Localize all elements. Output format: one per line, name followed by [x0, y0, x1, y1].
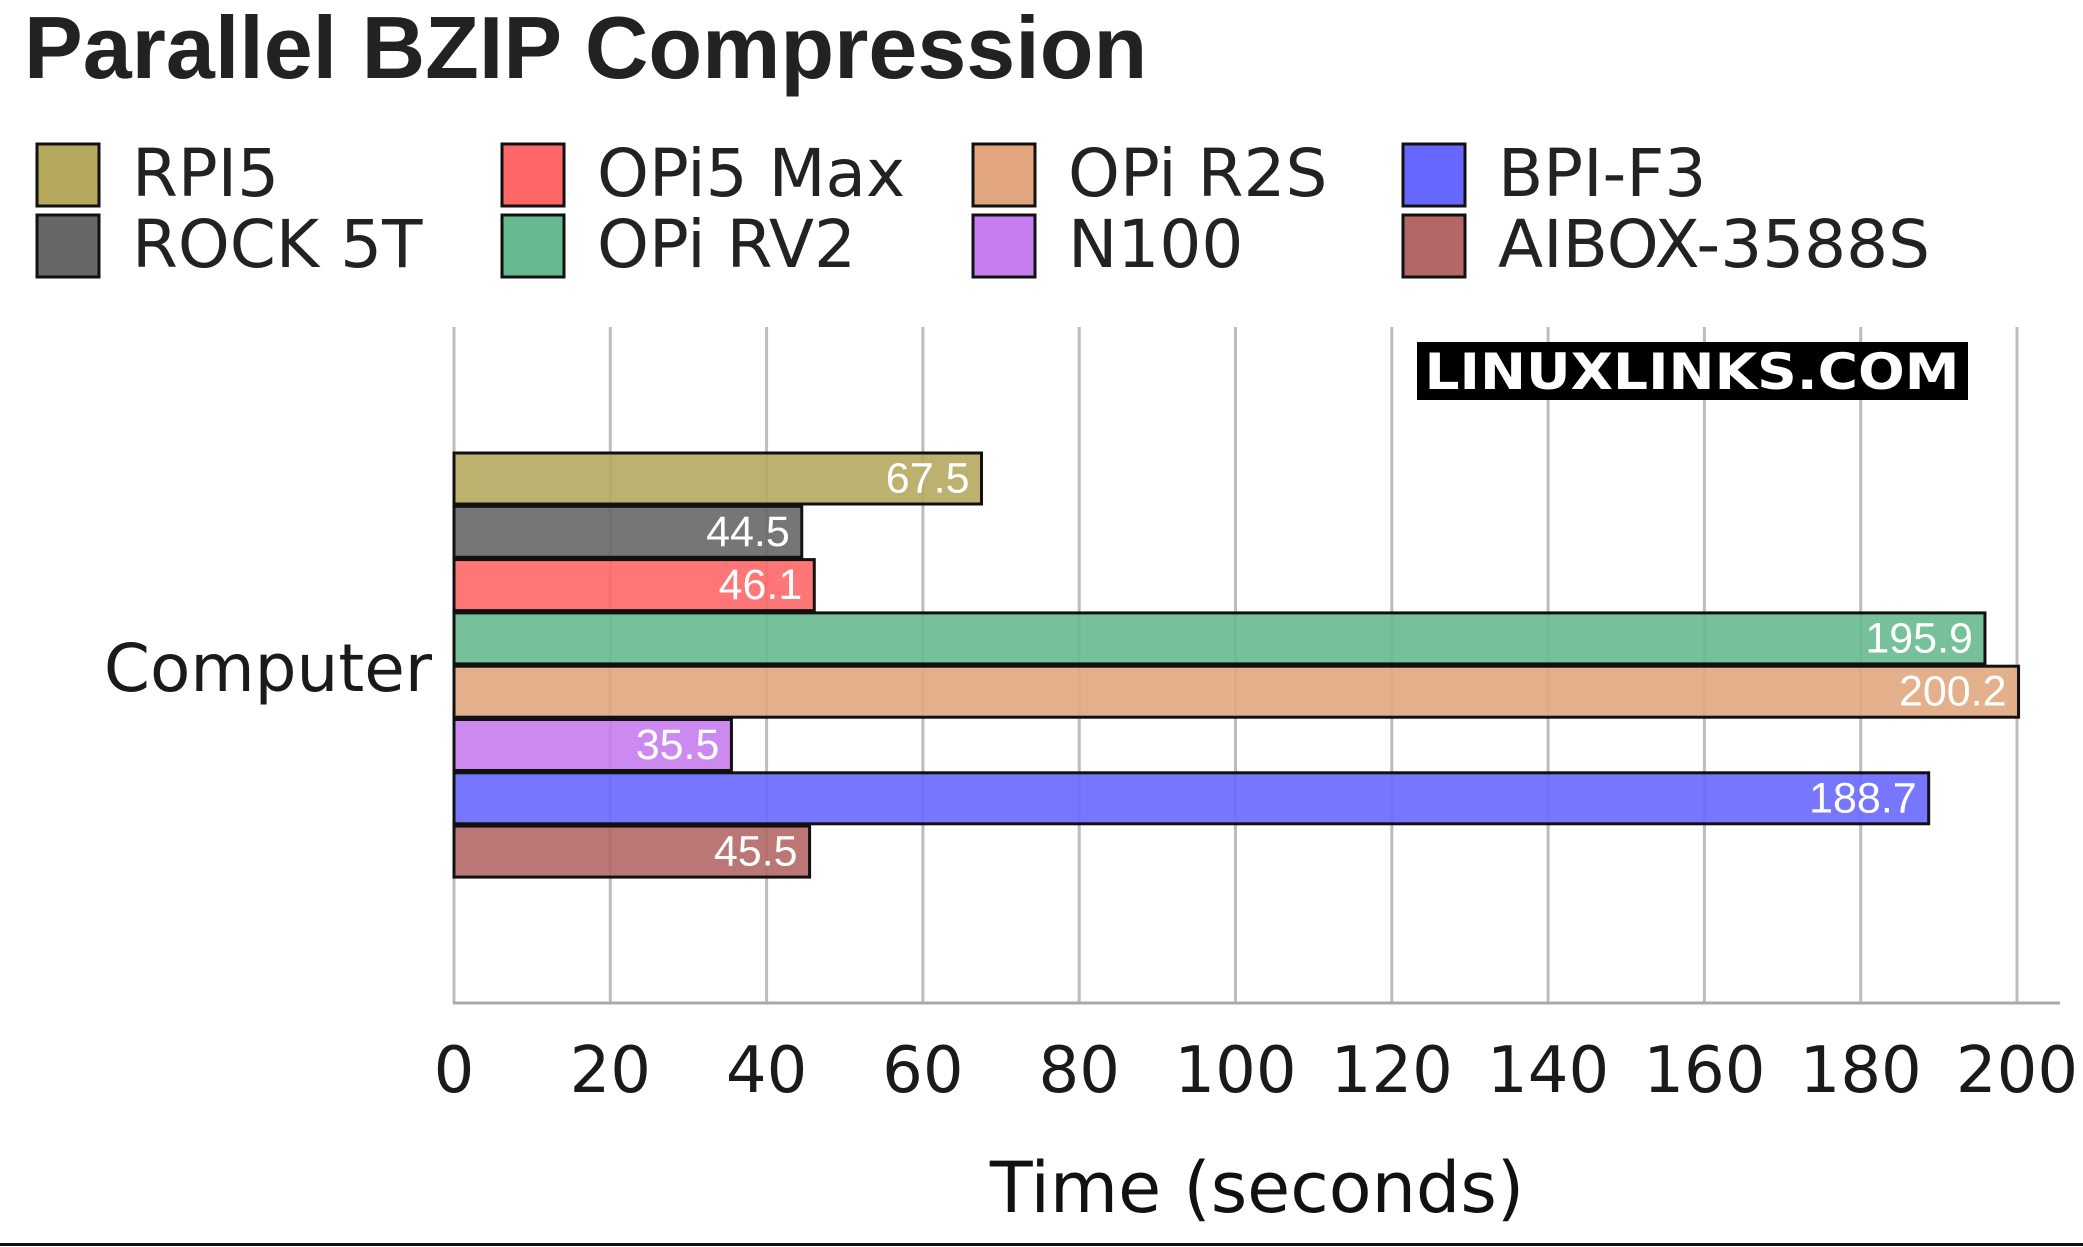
x-tick-label-60: 60 [882, 1034, 963, 1108]
category-labels: Computer [104, 630, 433, 707]
x-tick-label-20: 20 [570, 1034, 651, 1108]
x-tick-label-140: 140 [1487, 1034, 1609, 1108]
bar-aibox-3588s [452, 824, 812, 879]
legend-swatch-n100 [971, 213, 1037, 279]
legend-swatch-rpi5 [35, 142, 101, 208]
legend-label-opi5-max: OPi5 Max [597, 135, 905, 212]
legend-swatch-opi5-max [500, 142, 566, 208]
bar-opi-r2s [452, 664, 2021, 719]
bar-bpi-f3 [452, 771, 1931, 826]
legend-label-n100: N100 [1068, 206, 1243, 283]
bar-value-label-aibox-3588s: 45.5 [714, 828, 798, 876]
legend-swatch-opi-r2s [971, 142, 1037, 208]
watermark-text: LINUXLINKS.COM [1425, 343, 1960, 401]
bar-value-label-opi-rv2: 195.9 [1865, 614, 1973, 662]
chart-title: Parallel BZIP Compression [24, 0, 1147, 97]
x-tick-label-0: 0 [434, 1034, 475, 1108]
x-tick-label-100: 100 [1174, 1034, 1296, 1108]
watermark: LINUXLINKS.COM [1417, 342, 1968, 401]
bar-n100 [452, 718, 733, 772]
category-label-computer: Computer [104, 630, 433, 707]
bar-value-label-opi5-max: 46.1 [719, 561, 803, 609]
bar-value-label-n100: 35.5 [636, 721, 720, 769]
bar-rpi5 [452, 451, 984, 506]
x-axis-label: Time (seconds) [989, 1147, 1524, 1229]
legend-label-opi-r2s: OPi R2S [1068, 135, 1327, 212]
x-tick-label-200: 200 [1956, 1034, 2078, 1108]
bar-value-label-rpi5: 67.5 [886, 455, 970, 503]
legend-swatch-opi-rv2 [500, 213, 566, 279]
bar-opi5-max [452, 558, 816, 613]
bar-labels: 67.5 44.5 46.1 195.9 200.2 35.5 188.7 45.5 [636, 455, 2007, 876]
legend-label-opi-rv2: OPi RV2 [597, 206, 856, 283]
legend-label-aibox-3588s: AIBOX-3588S [1498, 206, 1930, 283]
x-tick-label-40: 40 [726, 1034, 807, 1108]
bar-value-label-opi-r2s: 200.2 [1899, 668, 2007, 716]
x-tick-label-120: 120 [1331, 1034, 1453, 1108]
legend-swatch-bpi-f3 [1401, 142, 1467, 208]
legend-label-bpi-f3: BPI-F3 [1498, 135, 1706, 212]
bar-value-label-bpi-f3: 188.7 [1809, 774, 1917, 822]
bars [452, 451, 2021, 879]
legend-label-rpi5: RPI5 [132, 135, 279, 212]
x-tick-label-160: 160 [1643, 1034, 1765, 1108]
x-tick-labels: 0 20 40 60 80 100 120 140 160 180 200 [434, 1034, 2078, 1108]
legend-swatch-aibox-3588s [1401, 213, 1467, 279]
bar-value-label-rock-5t: 44.5 [706, 508, 790, 556]
bottom-rule [0, 1243, 2083, 1246]
bar-opi-rv2 [452, 611, 1987, 666]
watermark-background [1417, 342, 1968, 400]
bar-rock-5t [452, 504, 804, 559]
x-tick-label-80: 80 [1038, 1034, 1119, 1108]
x-tick-label-180: 180 [1800, 1034, 1922, 1108]
legend-label-rock-5t: ROCK 5T [132, 206, 423, 283]
legend-swatch-rock-5t [35, 213, 101, 279]
